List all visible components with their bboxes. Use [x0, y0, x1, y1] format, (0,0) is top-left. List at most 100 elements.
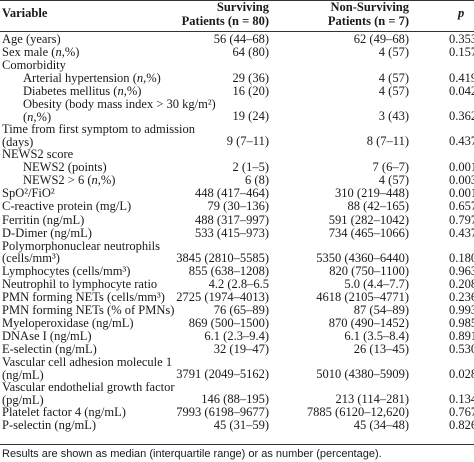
surviving-value: 533 (415–973): [195, 225, 269, 240]
nonsurviving-value: 5010 (4380–5909): [316, 366, 409, 381]
nonsurviving-value: 4 (57): [378, 173, 409, 188]
p-value: 0.180: [449, 250, 474, 265]
row-label: NEWS2 (points): [23, 160, 107, 175]
p-value: 0.963: [449, 263, 474, 278]
row-label: DNAse I (ng/mL): [2, 328, 92, 343]
top-rule: [0, 0, 474, 1]
nonsurviving-value: 88 (42–165): [347, 199, 409, 214]
row-label: Comorbidity: [2, 58, 66, 73]
surviving-value: 6.1 (2.3–9.4): [204, 328, 269, 343]
table-row: DNAse I (ng/mL) 6.1 (2.3–9.4) 6.1 (3.5–8.4…: [0, 328, 474, 343]
surviving-value: 16 (20): [232, 84, 269, 99]
p-value: 0.236: [449, 289, 474, 304]
table-row: C-reactive protein (mg/L) 79 (30–136) 88 (…: [0, 200, 474, 213]
nonsurviving-value: 3 (43): [378, 109, 409, 124]
row-label: NEWS2 score: [2, 147, 74, 162]
p-value: 0.362: [449, 109, 474, 124]
header-variable: Variable: [2, 6, 48, 20]
row-label: Ferritin (ng/mL): [2, 212, 85, 227]
surviving-value: 19 (24): [232, 109, 269, 124]
surviving-value: 9 (7–11): [226, 134, 269, 149]
row-label: C-reactive protein (mg/L): [2, 199, 132, 214]
p-value: 0.208: [449, 276, 474, 291]
nonsurviving-value: 5350 (4360–6440): [316, 250, 409, 265]
table-row: Lymphocytes (cells/mm³) 855 (638–1208) 820…: [0, 263, 474, 278]
surviving-value: 448 (417–464): [195, 186, 269, 201]
nonsurviving-value: 7885 (6120–12,620): [306, 404, 409, 419]
p-value: 0.985: [449, 315, 474, 330]
table-row: PMN forming NETs (cells/mm³) 2725 (1974–4…: [0, 289, 474, 304]
header-nonsurviving: Non-Surviving Patients (n = 7): [327, 0, 409, 28]
p-value: 0.028: [449, 366, 474, 381]
header-surviving: Surviving Patients (n = 80): [181, 0, 269, 28]
row-label: Polymorphonuclear neutrophils (cells/mm³…: [2, 238, 160, 266]
row-label: Age (years): [2, 32, 61, 46]
nonsurviving-value: 4 (57): [378, 84, 409, 99]
row-label: NEWS2 > 6 (n,%): [23, 173, 116, 188]
nonsurviving-value: 87 (54–89): [353, 302, 409, 317]
table-row: Diabetes mellitus (n,%) 16 (20) 4 (57) 0.04…: [0, 85, 474, 98]
nonsurviving-value: 26 (13–45): [353, 341, 409, 356]
p-value: 0.001: [449, 160, 474, 175]
surviving-value: 4.2 (2.8–6.5: [208, 276, 269, 291]
table-row: D-Dimer (ng/mL) 533 (415–973) 734 (465–106…: [0, 225, 474, 240]
table-row: Neutrophil to lymphocyte ratio 4.2 (2.8–6…: [0, 276, 474, 291]
surviving-value: 3791 (2049–5162): [176, 366, 269, 381]
header-rule: [0, 31, 474, 32]
table-footnote: Results are shown as median (interquarti…: [2, 448, 382, 460]
p-value: 0.003: [449, 173, 474, 188]
surviving-value: 146 (88–195): [201, 391, 269, 406]
nonsurviving-value: 870 (490–1452): [328, 315, 409, 330]
bottom-rule: [0, 444, 474, 445]
table-row: SpO²/FiO² 448 (417–464) 310 (219–448) 0.001: [0, 187, 474, 200]
surviving-value: 488 (317–997): [195, 212, 269, 227]
surviving-value: 32 (19–47): [213, 341, 269, 356]
surviving-value: 7993 (6198–9677): [176, 404, 269, 419]
p-value: 0.657: [449, 199, 474, 214]
table-row: PMN forming NETs (% of PMNs) 76 (65–89) 87…: [0, 302, 474, 317]
p-value: 0.042: [449, 84, 474, 99]
p-value: 0.993: [449, 302, 474, 317]
row-label: PMN forming NETs (cells/mm³): [2, 289, 165, 304]
nonsurviving-value: 591 (282–1042): [328, 212, 409, 227]
p-value: 0.437: [449, 134, 474, 149]
surviving-value: 56 (44–68): [213, 32, 269, 46]
surviving-value: 76 (65–89): [213, 302, 269, 317]
p-value: 0.419: [449, 71, 474, 86]
nonsurviving-value: 213 (114–281): [335, 391, 410, 406]
row-label: Obesity (body mass index > 30 kg/m²) (n,…: [23, 97, 216, 124]
nonsurviving-value: 7 (6–7): [372, 160, 409, 175]
table-row: Polymorphonuclear neutrophils (cells/mm³…: [0, 238, 474, 266]
row-label: Sex male (n,%): [2, 45, 80, 60]
row-label: D-Dimer (ng/mL): [2, 225, 92, 240]
p-value: 0.437: [449, 225, 474, 240]
row-label: Neutrophil to lymphocyte ratio: [2, 276, 158, 291]
surviving-value: 2 (1–5): [232, 160, 269, 175]
nonsurviving-value: 820 (750–1100): [329, 263, 409, 278]
p-value: 0.353: [449, 32, 474, 46]
table-row: Ferritin (ng/mL) 488 (317–997) 591 (282–10…: [0, 212, 474, 227]
p-value: 0.767: [449, 404, 474, 419]
table-row: Arterial hypertension (n,%) 29 (36) 4 (57)…: [0, 72, 474, 85]
row-label: Myeloperoxidase (ng/mL): [2, 315, 134, 330]
nonsurviving-value: 310 (219–448): [335, 186, 409, 201]
row-label: Vascular endothelial growth factor (pg/m…: [2, 379, 175, 407]
nonsurviving-value: 4 (57): [378, 45, 409, 60]
surviving-value: 2725 (1974–4013): [176, 289, 269, 304]
table-row: NEWS2 > 6 (n,%) 6 (8) 4 (57) 0.003: [0, 174, 474, 187]
table-row: Myeloperoxidase (ng/mL) 869 (500–1500) 870…: [0, 315, 474, 330]
table-row: P-selectin (ng/mL) 45 (31–59) 45 (34–48) 0.…: [0, 419, 474, 432]
surviving-value: 3845 (2810–5585): [176, 250, 269, 265]
row-label: E-selectin (ng/mL): [2, 341, 97, 356]
surviving-value: 855 (638–1208): [188, 263, 269, 278]
surviving-value: 6 (8): [245, 173, 269, 188]
p-value: 0.826: [449, 418, 474, 432]
table-row: Sex male (n,%) 64 (80) 4 (57) 0.157: [0, 46, 474, 59]
p-value: 0.530: [449, 341, 474, 356]
table-row: Time from first symptom to admission (da…: [0, 123, 474, 148]
nonsurviving-value: 6.1 (3.5–8.4): [344, 328, 409, 343]
p-value: 0.891: [449, 328, 474, 343]
table-row: Platelet factor 4 (ng/mL) 7993 (6198–9677…: [0, 404, 474, 419]
table-row: Vascular endothelial growth factor (pg/m…: [0, 381, 474, 406]
header-p-value: p: [458, 6, 465, 20]
